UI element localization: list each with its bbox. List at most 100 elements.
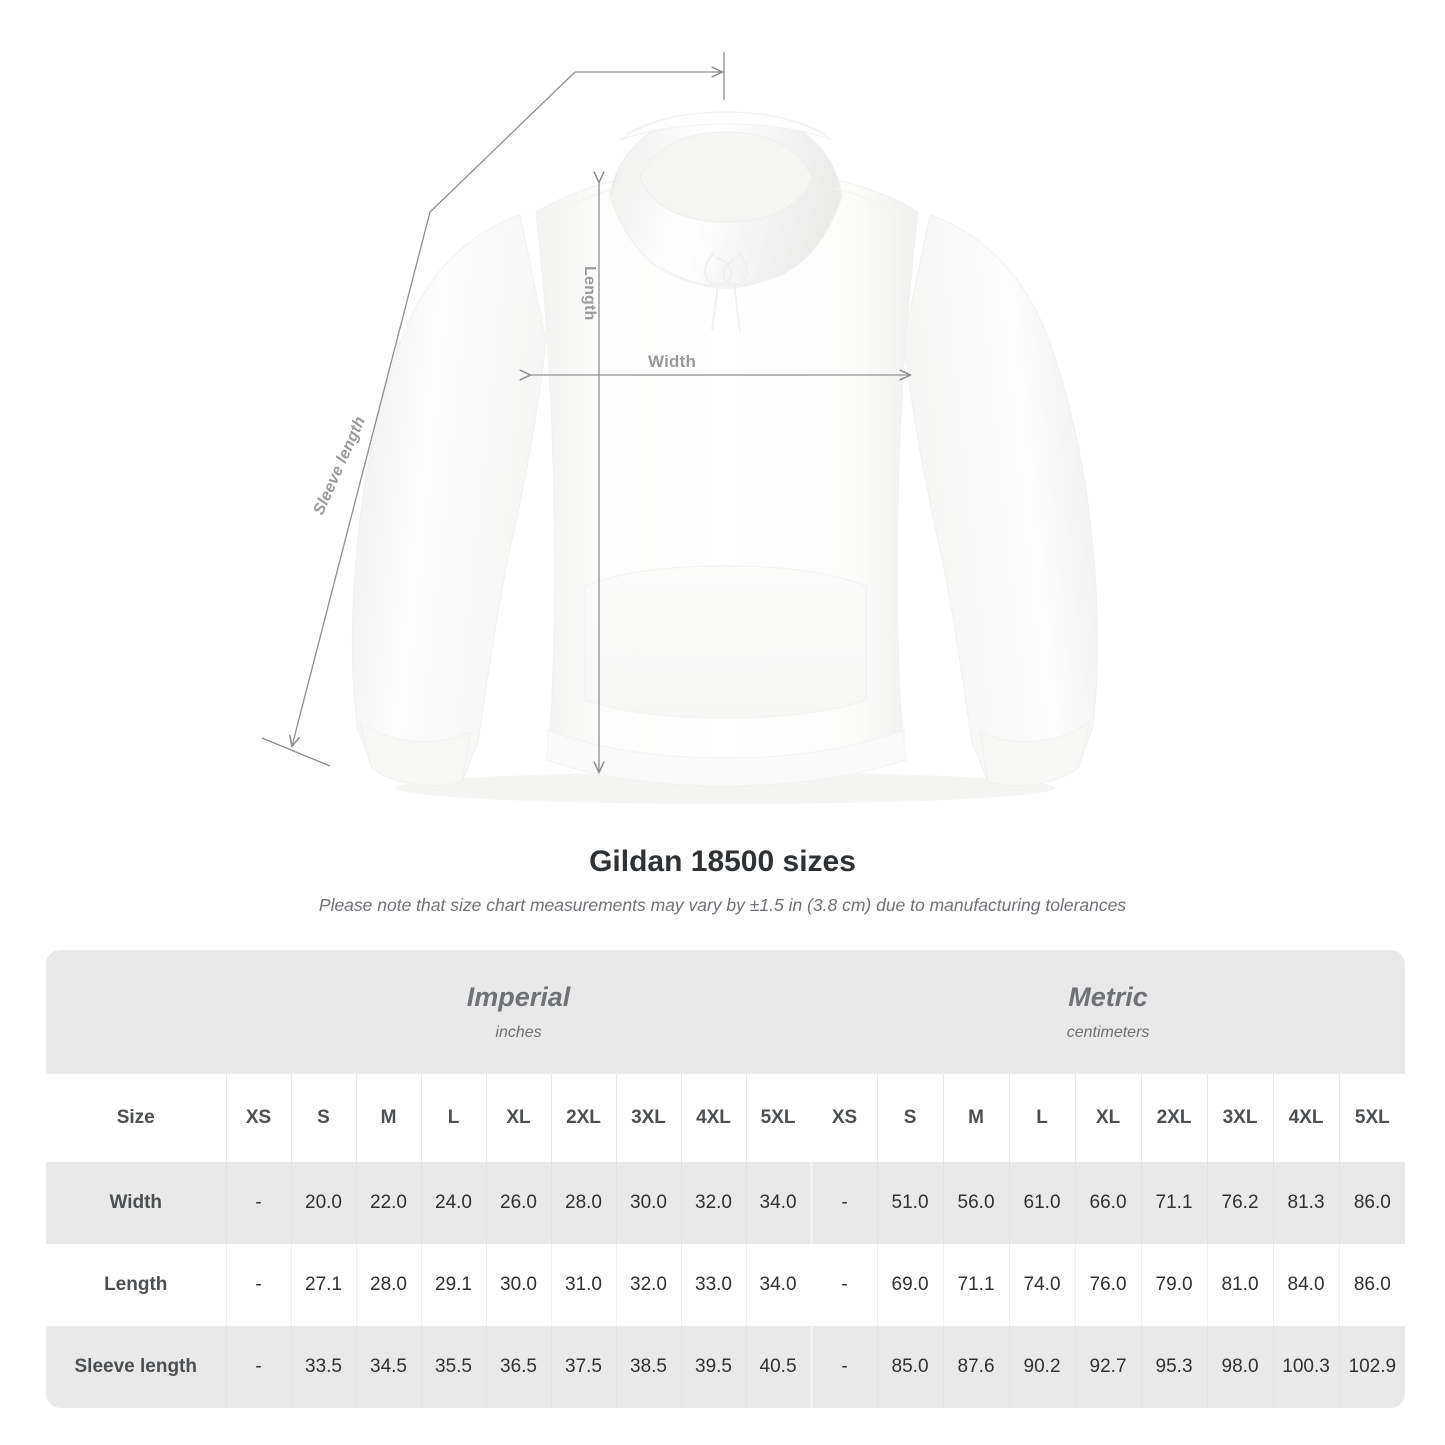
cell-length-metric-4xl: 84.0	[1272, 1244, 1340, 1326]
cell-length-imperial-4xl: 33.0	[680, 1244, 746, 1326]
row-header-length: Length	[46, 1244, 226, 1326]
cell-width-metric-xs: -	[809, 1162, 878, 1244]
cell-length-metric-m: 71.1	[942, 1244, 1010, 1326]
cell-length-imperial-xs: -	[225, 1244, 291, 1326]
cell-length-metric-5xl: 86.0	[1338, 1244, 1406, 1326]
cell-sleeve-length-imperial-4xl: 39.5	[680, 1326, 746, 1408]
size-chart-table-container: Imperial inches Metric centimeters Size …	[46, 950, 1406, 1408]
size-header-imperial-xl: XL	[485, 1074, 551, 1162]
size-header-imperial-xs: XS	[225, 1074, 291, 1162]
unit-sub-imperial: inches	[495, 1023, 542, 1041]
cell-width-imperial-s: 20.0	[290, 1162, 356, 1244]
size-header-metric-xs: XS	[809, 1074, 878, 1162]
cell-length-metric-3xl: 81.0	[1206, 1244, 1274, 1326]
hoodie-diagram	[261, 52, 1099, 804]
size-header-imperial-s: S	[290, 1074, 356, 1162]
row-header-size: Size	[46, 1074, 226, 1162]
unit-name-imperial: Imperial	[466, 982, 571, 1013]
cell-sleeve-length-metric-xs: -	[809, 1326, 878, 1408]
cell-length-metric-xs: -	[809, 1244, 878, 1326]
cell-sleeve-length-imperial-3xl: 38.5	[615, 1326, 681, 1408]
measurement-guides	[261, 52, 910, 772]
hoodie-garment	[351, 111, 1099, 804]
unit-system-band: Imperial inches Metric centimeters	[46, 950, 1406, 1074]
cell-sleeve-length-metric-l: 90.2	[1008, 1326, 1076, 1408]
size-header-imperial-5xl: 5XL	[745, 1074, 812, 1162]
row-header-width: Width	[46, 1162, 226, 1244]
drawstring	[704, 251, 748, 333]
size-header-metric-5xl: 5XL	[1338, 1074, 1406, 1162]
size-header-metric-m: M	[942, 1074, 1010, 1162]
cell-width-metric-s: 51.0	[876, 1162, 944, 1244]
size-header-metric-xl: XL	[1074, 1074, 1142, 1162]
tolerance-note: Please note that size chart measurements…	[318, 895, 1127, 915]
size-header-metric-4xl: 4XL	[1272, 1074, 1340, 1162]
width-dimension-label: Width	[648, 352, 697, 371]
cell-sleeve-length-imperial-l: 35.5	[420, 1326, 486, 1408]
cell-width-imperial-2xl: 28.0	[550, 1162, 616, 1244]
cell-width-imperial-xs: -	[225, 1162, 291, 1244]
size-chart-table: Imperial inches Metric centimeters Size …	[46, 950, 1406, 1408]
cell-sleeve-length-metric-3xl: 98.0	[1206, 1326, 1274, 1408]
cell-length-metric-s: 69.0	[876, 1244, 944, 1326]
cell-width-imperial-4xl: 32.0	[680, 1162, 746, 1244]
size-header-metric-s: S	[876, 1074, 944, 1162]
cell-length-imperial-s: 27.1	[290, 1244, 356, 1326]
row-header-sleeve-length: Sleeve length	[46, 1326, 226, 1408]
cell-width-imperial-m: 22.0	[355, 1162, 421, 1244]
cell-length-imperial-m: 28.0	[355, 1244, 421, 1326]
cell-length-imperial-3xl: 32.0	[615, 1244, 681, 1326]
table-row: Sleeve length -33.5 34.5 35.5 36.5 37.5 38.5 39…	[46, 1326, 1406, 1408]
cell-sleeve-length-metric-m: 87.6	[942, 1326, 1010, 1408]
cell-length-imperial-2xl: 31.0	[550, 1244, 616, 1326]
cell-sleeve-length-imperial-5xl: 40.5	[745, 1326, 812, 1408]
unit-cell-metric: Metric centimeters	[811, 950, 1406, 1074]
cell-sleeve-length-imperial-xl: 36.5	[485, 1326, 551, 1408]
cell-length-imperial-xl: 30.0	[485, 1244, 551, 1326]
cell-width-metric-2xl: 71.1	[1140, 1162, 1208, 1244]
page-title: Gildan 18500 sizes	[589, 845, 856, 878]
cell-width-metric-5xl: 86.0	[1338, 1162, 1406, 1244]
size-header-imperial-2xl: 2XL	[550, 1074, 616, 1162]
cell-length-metric-2xl: 79.0	[1140, 1244, 1208, 1326]
unit-name-metric: Metric	[1068, 982, 1148, 1013]
size-header-imperial-4xl: 4XL	[680, 1074, 746, 1162]
cell-length-imperial-l: 29.1	[420, 1244, 486, 1326]
unit-sub-metric: centimeters	[1066, 1023, 1150, 1041]
cell-sleeve-length-metric-s: 85.0	[876, 1326, 944, 1408]
size-header-metric-2xl: 2XL	[1140, 1074, 1208, 1162]
size-header-imperial-m: M	[355, 1074, 421, 1162]
size-header-imperial-l: L	[420, 1074, 486, 1162]
cell-length-metric-l: 74.0	[1008, 1244, 1076, 1326]
hoodie-size-illustration: Length Width Sleeve length	[261, 52, 1099, 804]
cell-width-metric-xl: 66.0	[1074, 1162, 1142, 1244]
cell-sleeve-length-metric-xl: 92.7	[1074, 1326, 1142, 1408]
cell-sleeve-length-imperial-2xl: 37.5	[550, 1326, 616, 1408]
unit-band-spacer	[46, 950, 226, 1074]
cell-sleeve-length-metric-5xl: 102.9	[1338, 1326, 1406, 1408]
cell-sleeve-length-metric-2xl: 95.3	[1140, 1326, 1208, 1408]
table-row: Width -20.0 22.0 24.0 26.0 28.0 30.0 32.0 34.0-5…	[46, 1162, 1406, 1244]
cell-length-metric-xl: 76.0	[1074, 1244, 1142, 1326]
cell-width-metric-m: 56.0	[942, 1162, 1010, 1244]
size-header-metric-3xl: 3XL	[1206, 1074, 1274, 1162]
size-header-imperial-3xl: 3XL	[615, 1074, 681, 1162]
cell-width-imperial-3xl: 30.0	[615, 1162, 681, 1244]
cell-width-metric-4xl: 81.3	[1272, 1162, 1340, 1244]
length-dimension-label: Length	[581, 266, 598, 321]
cell-sleeve-length-imperial-m: 34.5	[355, 1326, 421, 1408]
cell-length-imperial-5xl: 34.0	[745, 1244, 812, 1326]
size-header-metric-l: L	[1008, 1074, 1076, 1162]
cell-width-imperial-5xl: 34.0	[745, 1162, 812, 1244]
unit-cell-imperial: Imperial inches	[226, 950, 812, 1074]
size-header-row: Size XS S M L XL 2XL 3XL 4XL 5XL XS S M L XL 2XL 3XL 4XL…	[46, 1074, 1406, 1162]
cell-width-imperial-l: 24.0	[420, 1162, 486, 1244]
cell-width-metric-3xl: 76.2	[1206, 1162, 1274, 1244]
cell-width-metric-l: 61.0	[1008, 1162, 1076, 1244]
cell-sleeve-length-imperial-xs: -	[225, 1326, 291, 1408]
cell-sleeve-length-metric-4xl: 100.3	[1272, 1326, 1340, 1408]
cell-sleeve-length-imperial-s: 33.5	[290, 1326, 356, 1408]
table-row: Length -27.1 28.0 29.1 30.0 31.0 32.0 33.0 34.0-…	[46, 1244, 1406, 1326]
cell-width-imperial-xl: 26.0	[485, 1162, 551, 1244]
sleeve-length-guide	[261, 52, 725, 767]
